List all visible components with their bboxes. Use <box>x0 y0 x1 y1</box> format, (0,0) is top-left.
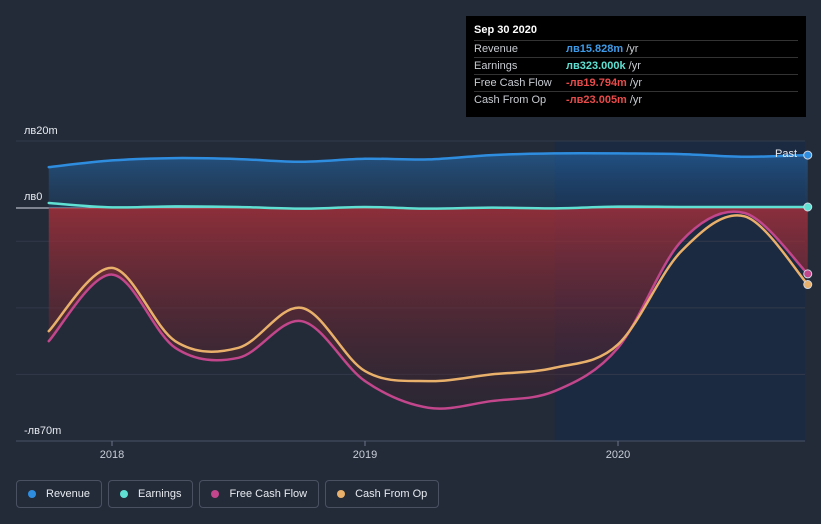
tooltip-row-revenue: Revenue лв15.828m /yr <box>474 40 798 57</box>
legend-dot-icon <box>337 490 346 498</box>
tooltip-value: -лв23.005m <box>566 94 627 106</box>
legend-label: Revenue <box>46 488 91 500</box>
legend-item-earnings[interactable]: Earnings <box>108 480 194 508</box>
tooltip-label: Cash From Op <box>474 94 547 106</box>
free-cash-flow-area <box>48 208 808 409</box>
tooltip-unit: /yr <box>628 60 641 72</box>
legend-dot-icon <box>28 490 36 498</box>
legend-label: Earnings <box>138 488 182 500</box>
free-cash-flow-end-marker <box>803 269 813 279</box>
tooltip-label: Earnings <box>474 60 518 72</box>
legend-label: Free Cash Flow <box>229 488 308 500</box>
cash-from-op-line <box>47 214 809 383</box>
legend-item-revenue[interactable]: Revenue <box>16 480 103 508</box>
tooltip-value: -лв19.794m <box>566 77 627 89</box>
x-tick-label: 2019 <box>353 449 377 461</box>
legend-item-cash-from-op[interactable]: Cash From Op <box>325 480 440 508</box>
tooltip-row-earnings: Earnings лв323.000k /yr <box>474 57 798 74</box>
legend-dot-icon <box>120 490 129 498</box>
tooltip-label: Free Cash Flow <box>474 77 552 89</box>
revenue-area <box>48 153 808 208</box>
y-axis-label: лв20m <box>24 125 58 137</box>
legend-dot-icon <box>211 490 220 498</box>
cash-from-op-end-marker <box>803 280 813 290</box>
tooltip: Sep 30 2020 Revenue лв15.828m /yr Earnin… <box>466 16 806 117</box>
tooltip-value: лв15.828m <box>566 43 624 55</box>
x-tick-label: 2018 <box>100 449 124 461</box>
revenue-line <box>47 151 809 169</box>
free-cash-flow-line <box>47 210 809 410</box>
past-label: Past <box>775 148 797 160</box>
tooltip-unit: /yr <box>629 77 643 89</box>
y-axis-label: -лв70m <box>24 425 61 437</box>
legend-item-free-cash-flow[interactable]: Free Cash Flow <box>199 480 320 508</box>
tooltip-label: Revenue <box>474 43 519 55</box>
tooltip-row-free-cash-flow: Free Cash Flow -лв19.794m /yr <box>474 74 798 91</box>
legend-label: Cash From Op <box>355 488 428 500</box>
revenue-end-marker <box>803 150 813 160</box>
tooltip-row-cash-from-op: Cash From Op -лв23.005m /yr <box>474 91 798 108</box>
legend: Revenue Earnings Free Cash Flow Cash Fro… <box>16 480 440 508</box>
earnings-end-marker <box>803 202 813 212</box>
y-axis-label: лв0 <box>24 191 42 203</box>
tooltip-unit: /yr <box>629 94 643 106</box>
tooltip-value: лв323.000k <box>566 60 626 72</box>
earnings-line <box>47 201 809 210</box>
x-tick-label: 2020 <box>606 449 630 461</box>
tooltip-date: Sep 30 2020 <box>474 24 537 36</box>
tooltip-unit: /yr <box>626 43 639 55</box>
